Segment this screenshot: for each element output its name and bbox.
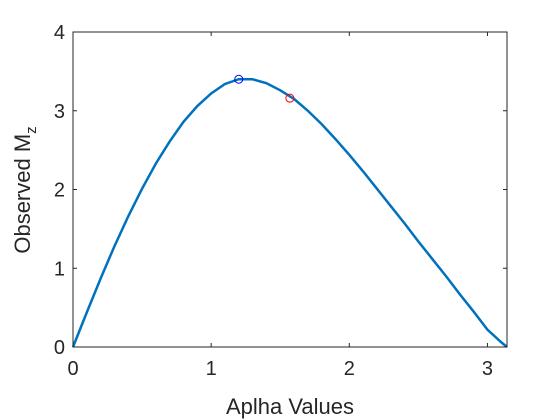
marker-point [285, 93, 295, 103]
y-tick-label: 0 [54, 337, 65, 359]
x-tick-label: 1 [206, 358, 217, 380]
y-axis-label-subscript: z [23, 126, 40, 134]
x-tick-label: 2 [344, 358, 355, 380]
x-axis-label: Aplha Values [226, 394, 354, 419]
y-tick-label: 1 [54, 258, 65, 280]
y-tick-label: 3 [54, 101, 65, 123]
y-axis-label-main: Observed M [10, 134, 35, 254]
y-tick-label: 2 [54, 180, 65, 202]
tick-labels: 0 1 2 3 0 1 2 3 4 [54, 22, 493, 380]
plot-area-background [73, 32, 507, 347]
plot-area-frame [72, 31, 508, 348]
markers [234, 74, 295, 103]
x-tick-label: 3 [482, 358, 493, 380]
y-tick-label: 4 [54, 22, 65, 44]
y-axis-label: Observed Mz [10, 126, 40, 253]
marker-point [234, 74, 244, 84]
x-tick-label: 0 [67, 358, 78, 380]
